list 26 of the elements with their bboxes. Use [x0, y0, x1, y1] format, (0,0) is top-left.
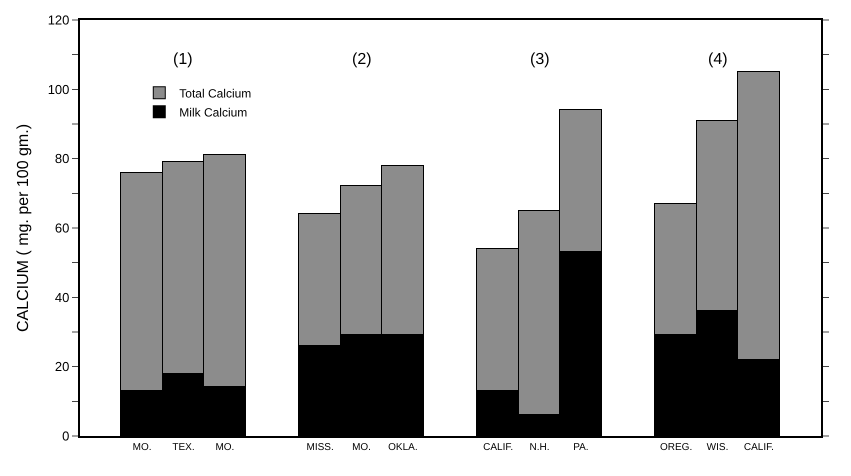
x-tick-label: N.H.: [530, 442, 550, 453]
x-tick-label: CALIF.: [483, 442, 514, 453]
annotation: (2): [352, 51, 372, 68]
y-axis-title: CALCIUM ( mg. per 100 gm.): [15, 124, 32, 332]
y-tick-label: 20: [54, 359, 70, 374]
x-tick-label: MO.: [215, 442, 234, 453]
y-tick-label: 100: [48, 82, 70, 97]
x-tick-label: CALIF.: [744, 442, 774, 453]
x-tick-label: MISS.: [306, 442, 334, 453]
y-tick-label: 80: [54, 151, 70, 166]
annotation: (1): [173, 51, 193, 68]
annotation: (4): [708, 51, 728, 68]
y-tick-label: 40: [54, 290, 70, 305]
legend-label: Total Calcium: [179, 86, 252, 100]
y-tick-label: 0: [62, 428, 70, 444]
x-tick-label: OREG.: [660, 442, 692, 453]
legend-label: Milk Calcium: [179, 105, 248, 120]
x-tick-label: WIS.: [706, 442, 728, 453]
annotation: (3): [530, 51, 550, 68]
y-tick-label: 120: [48, 12, 70, 28]
x-tick-label: MO.: [132, 442, 152, 453]
x-tick-label: TEX.: [172, 442, 195, 453]
y-tick-label: 60: [54, 220, 70, 236]
x-tick-label: PA.: [573, 442, 589, 453]
x-tick-label: OKLA.: [388, 442, 418, 453]
x-tick-label: MO.: [352, 442, 371, 453]
